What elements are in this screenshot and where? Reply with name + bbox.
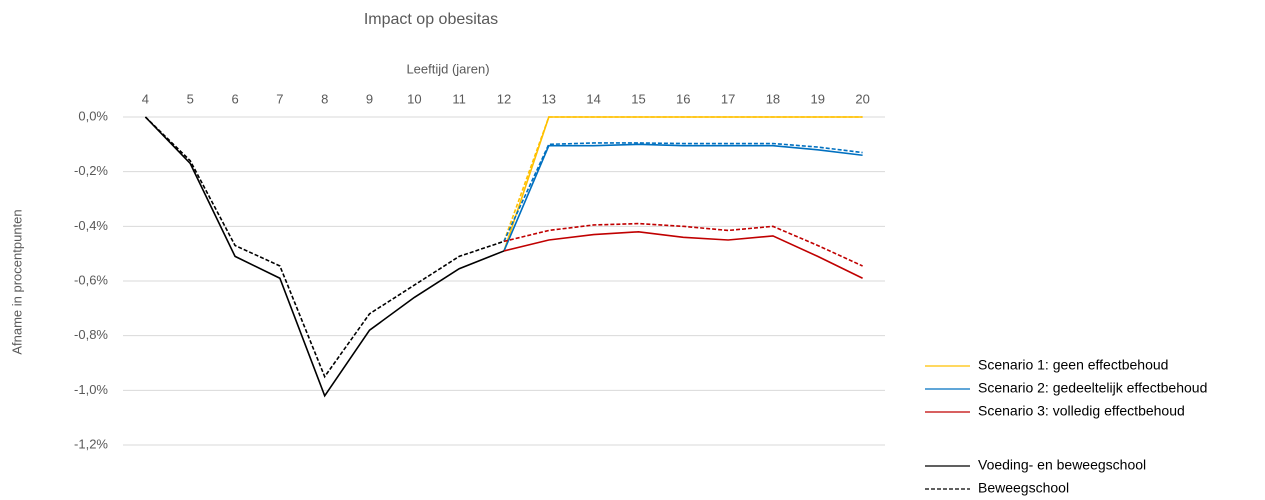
x-tick-label: 19 [811, 91, 825, 106]
x-tick-label: 15 [631, 91, 645, 106]
line-series [503, 230, 863, 279]
x-tick-label: 10 [407, 91, 421, 106]
line-series [503, 143, 863, 252]
chart-title: Impact op obesitas [364, 11, 498, 28]
x-tick-label: 17 [721, 91, 735, 106]
legend-text: Scenario 3: volledig effectbehoud [978, 403, 1185, 419]
line-series [144, 116, 505, 379]
x-tick-label: 18 [766, 91, 780, 106]
x-tick-label: 20 [855, 91, 869, 106]
line-series [503, 116, 863, 252]
y-tick-label: -0,4% [74, 218, 108, 233]
y-tick-label: 0,0% [78, 108, 108, 123]
legend-text: Beweegschool [978, 480, 1069, 496]
x-tick-label: 7 [276, 91, 283, 106]
x-tick-label: 11 [452, 91, 466, 106]
x-tick-label: 12 [497, 91, 511, 106]
y-axis-label: Afname in procentpunten [9, 209, 24, 354]
line-series [503, 142, 863, 242]
legend-text: Scenario 1: geen effectbehoud [978, 357, 1168, 373]
y-tick-label: -0,8% [74, 327, 108, 342]
line-series [144, 116, 505, 398]
x-tick-label: 14 [586, 91, 600, 106]
x-tick-label: 6 [231, 91, 238, 106]
x-tick-label: 9 [366, 91, 373, 106]
legend-text: Scenario 2: gedeeltelijk effectbehoud [978, 380, 1207, 396]
line-series [503, 116, 863, 242]
x-axis-label: Leeftijd (jaren) [406, 61, 489, 76]
x-tick-label: 4 [142, 91, 149, 106]
x-tick-label: 8 [321, 91, 328, 106]
y-tick-label: -0,6% [74, 272, 108, 287]
y-tick-label: -1,2% [74, 436, 108, 451]
y-tick-label: -1,0% [74, 382, 108, 397]
x-tick-label: 16 [676, 91, 690, 106]
x-tick-label: 13 [542, 91, 556, 106]
x-tick-label: 5 [187, 91, 194, 106]
line-series [503, 222, 863, 267]
y-tick-label: -0,2% [74, 163, 108, 178]
legend-text: Voeding- en beweegschool [978, 457, 1146, 473]
